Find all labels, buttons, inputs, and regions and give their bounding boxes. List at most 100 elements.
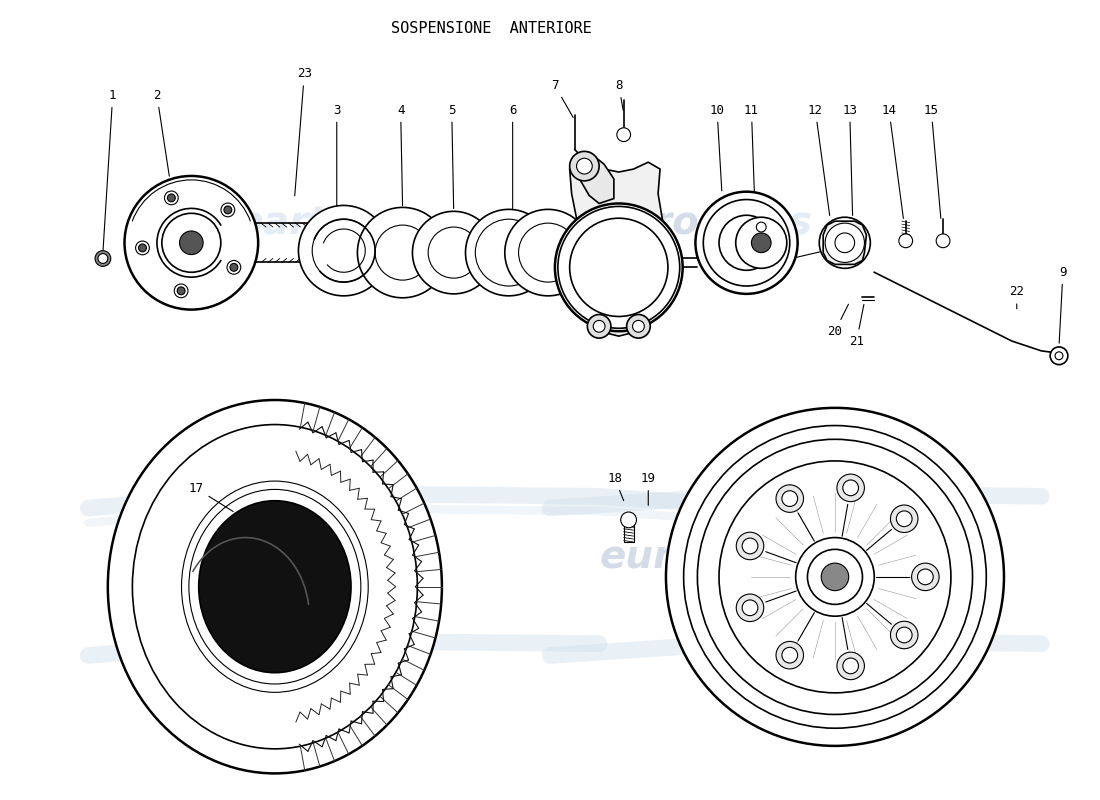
Circle shape	[757, 222, 767, 232]
Circle shape	[428, 227, 480, 278]
Circle shape	[174, 284, 188, 298]
Circle shape	[358, 207, 448, 298]
Circle shape	[465, 210, 552, 296]
Text: 19: 19	[641, 472, 656, 506]
Text: 21: 21	[849, 305, 865, 347]
Circle shape	[95, 250, 111, 266]
Circle shape	[837, 474, 865, 502]
Circle shape	[736, 532, 763, 560]
Circle shape	[820, 218, 870, 268]
Text: euro: euro	[600, 204, 698, 242]
Circle shape	[782, 490, 797, 506]
Text: 22: 22	[1010, 286, 1024, 309]
Circle shape	[554, 203, 683, 331]
Circle shape	[412, 211, 495, 294]
Circle shape	[899, 234, 913, 248]
Circle shape	[742, 600, 758, 616]
Circle shape	[1055, 352, 1063, 360]
Circle shape	[912, 563, 939, 590]
Text: 18: 18	[607, 472, 624, 501]
Circle shape	[1050, 347, 1068, 365]
Circle shape	[570, 218, 668, 317]
Text: parts: parts	[697, 204, 813, 242]
Text: 2: 2	[153, 89, 169, 176]
Circle shape	[124, 176, 258, 310]
Circle shape	[475, 219, 542, 286]
Circle shape	[751, 233, 771, 253]
Text: 7: 7	[551, 79, 573, 118]
Circle shape	[627, 314, 650, 338]
Circle shape	[776, 485, 803, 512]
Circle shape	[782, 647, 797, 663]
Circle shape	[179, 231, 204, 254]
Circle shape	[825, 223, 865, 262]
Ellipse shape	[132, 425, 417, 749]
Text: euro: euro	[600, 538, 698, 576]
Text: 11: 11	[744, 104, 759, 191]
Circle shape	[822, 563, 849, 590]
Text: 12: 12	[807, 104, 829, 215]
Circle shape	[742, 538, 758, 554]
Text: 20: 20	[827, 304, 848, 338]
Text: SOSPENSIONE  ANTERIORE: SOSPENSIONE ANTERIORE	[390, 21, 592, 36]
Polygon shape	[570, 162, 666, 336]
Text: 4: 4	[397, 104, 405, 206]
Circle shape	[162, 214, 221, 272]
Circle shape	[896, 511, 912, 526]
Circle shape	[843, 658, 858, 674]
Circle shape	[568, 216, 670, 318]
Text: parts: parts	[235, 538, 351, 576]
Circle shape	[518, 223, 578, 282]
Circle shape	[736, 594, 763, 622]
Ellipse shape	[108, 400, 442, 774]
Circle shape	[505, 210, 592, 296]
Polygon shape	[823, 221, 867, 264]
Circle shape	[375, 225, 430, 280]
Text: 3: 3	[333, 104, 341, 206]
Circle shape	[558, 206, 680, 328]
Circle shape	[666, 408, 1004, 746]
Ellipse shape	[199, 501, 351, 673]
Circle shape	[617, 128, 630, 142]
Circle shape	[587, 314, 610, 338]
Circle shape	[837, 652, 865, 680]
Circle shape	[593, 321, 605, 332]
Circle shape	[98, 254, 108, 263]
Circle shape	[697, 439, 972, 714]
Circle shape	[896, 627, 912, 643]
Circle shape	[230, 263, 238, 271]
Text: euro: euro	[138, 538, 238, 576]
Circle shape	[917, 569, 933, 585]
Text: 5: 5	[448, 104, 455, 209]
Circle shape	[891, 505, 918, 533]
Circle shape	[165, 191, 178, 205]
Text: 8: 8	[615, 79, 624, 110]
Text: euro: euro	[138, 204, 238, 242]
Circle shape	[620, 512, 637, 528]
Circle shape	[221, 203, 234, 217]
Circle shape	[177, 287, 185, 294]
Text: 10: 10	[710, 104, 725, 191]
Circle shape	[835, 233, 855, 253]
Circle shape	[807, 550, 862, 604]
Text: 15: 15	[924, 104, 940, 218]
Circle shape	[224, 206, 232, 214]
Circle shape	[891, 622, 918, 649]
Circle shape	[719, 215, 774, 270]
Text: 17: 17	[189, 482, 233, 511]
Circle shape	[695, 192, 798, 294]
Text: 1: 1	[103, 89, 117, 250]
Circle shape	[683, 426, 987, 728]
Text: parts: parts	[697, 538, 813, 576]
Circle shape	[576, 158, 592, 174]
Circle shape	[736, 218, 786, 268]
Text: 14: 14	[881, 104, 903, 218]
Circle shape	[719, 461, 950, 693]
Circle shape	[167, 194, 175, 202]
Circle shape	[632, 321, 645, 332]
Circle shape	[776, 642, 803, 669]
Circle shape	[298, 206, 388, 296]
Circle shape	[936, 234, 950, 248]
Polygon shape	[580, 152, 614, 203]
Circle shape	[139, 244, 146, 252]
